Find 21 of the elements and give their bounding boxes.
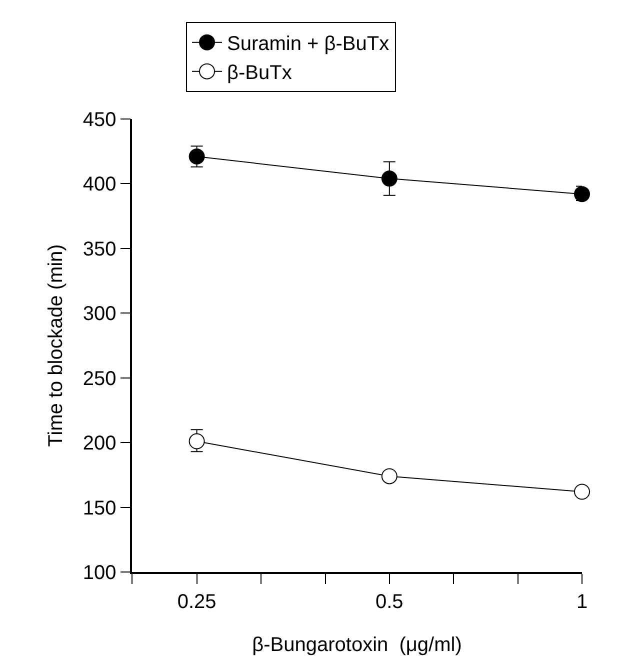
point [574,484,590,500]
y-tick-label: 450 [82,109,116,131]
point [188,148,205,165]
y-tick-label: 350 [82,238,116,260]
y-tick-label: 150 [82,497,116,520]
y-tick-label: 400 [82,174,116,196]
point [381,170,398,187]
x-tick-label: 1 [576,590,588,613]
y-tick-label: 200 [82,432,116,455]
legend-label: Suramin + β-BuTx [227,33,390,56]
y-axis-title: Time to blockade (min) [44,244,67,447]
y-tick-label: 300 [82,303,116,326]
point [381,468,398,484]
x-axis-title: β-Bungarotoxin (μg/ml) [252,634,462,656]
point [188,433,205,450]
y-tick-label: 250 [82,368,116,390]
x-tick-label: 0.25 [177,590,216,613]
y-tick-label: 100 [82,562,116,584]
point [574,186,590,202]
legend-label: β-BuTx [227,62,292,84]
x-tick-label: 0.5 [375,590,404,613]
